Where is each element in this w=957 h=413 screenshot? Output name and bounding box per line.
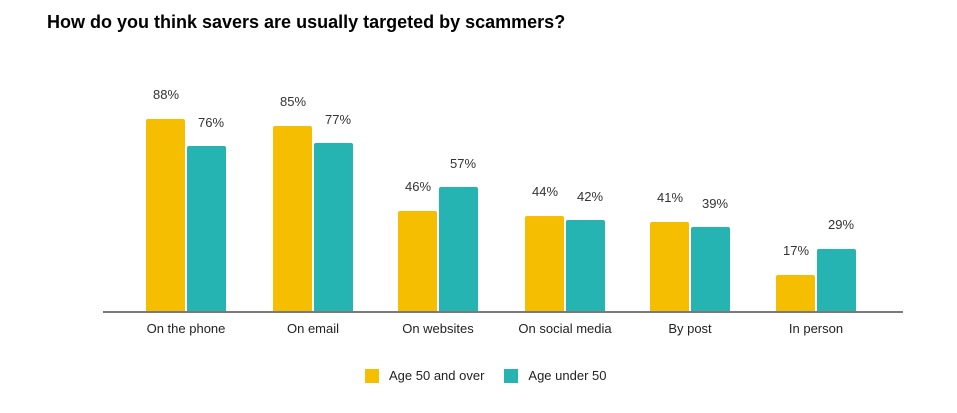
data-label: 39% [701, 195, 729, 211]
plot-area: 88% 76% 85% 77% 46% 57% 44% 42% 41% 39% 17% 29% [103, 60, 903, 312]
bar-age-under-50 [566, 220, 605, 312]
legend-swatch-teal [504, 368, 519, 383]
data-label: 77% [324, 112, 352, 128]
x-tick-label: On email [286, 321, 340, 336]
bar-age-50-over [650, 222, 689, 312]
data-label: 41% [656, 190, 684, 206]
legend: Age 50 and over Age under 50 [365, 368, 626, 383]
bar-age-under-50 [691, 226, 730, 312]
bar-age-50-over [146, 119, 185, 312]
data-label: 85% [279, 93, 307, 109]
x-tick-label: By post [668, 321, 712, 336]
bar-age-50-over [273, 125, 312, 312]
data-label: 42% [576, 189, 604, 205]
x-tick-label: On websites [402, 321, 474, 336]
bar-age-50-over [776, 274, 815, 312]
data-label: 76% [197, 114, 225, 130]
x-tick-label: In person [788, 321, 844, 336]
x-tick-label: On social media [518, 321, 612, 336]
data-label: 46% [404, 179, 432, 195]
data-label: 17% [782, 242, 810, 258]
data-label: 44% [531, 183, 559, 199]
bar-age-under-50 [439, 187, 478, 312]
data-label: 57% [449, 156, 477, 172]
bar-age-under-50 [314, 143, 353, 312]
x-tick-label: On the phone [146, 321, 226, 336]
bar-age-under-50 [187, 145, 226, 312]
x-axis-line [103, 311, 903, 313]
bar-age-50-over [525, 215, 564, 312]
legend-item-age-under-50: Age under 50 [504, 368, 606, 383]
legend-item-age-50-and-over: Age 50 and over [365, 368, 484, 383]
legend-swatch-yellow [365, 368, 379, 383]
data-label: 29% [827, 217, 855, 233]
bar-age-under-50 [817, 248, 856, 312]
legend-label: Age 50 and over [389, 368, 485, 383]
chart-title: How do you think savers are usually targ… [47, 12, 566, 32]
data-label: 88% [152, 87, 180, 103]
bar-age-50-over [398, 211, 437, 312]
legend-label: Age under 50 [528, 368, 607, 383]
